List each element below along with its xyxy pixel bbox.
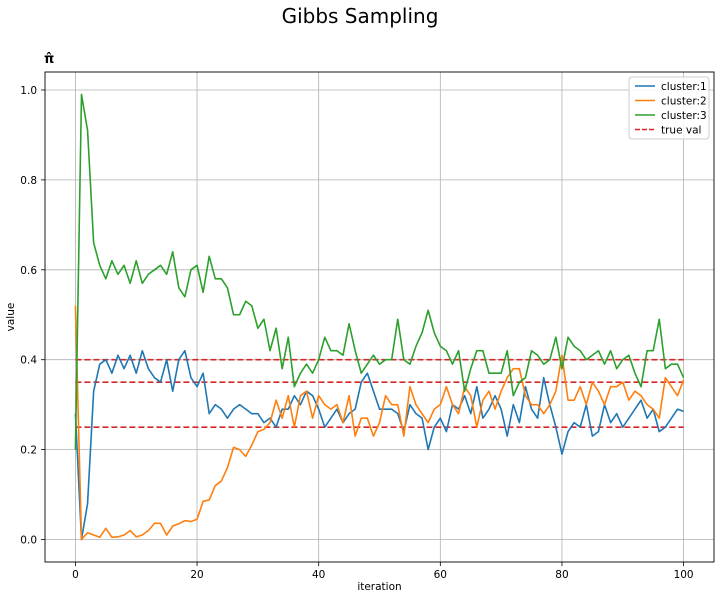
legend-label: cluster:3	[661, 110, 707, 122]
axes-title: π̂	[44, 52, 55, 67]
legend: cluster:1 cluster:2 cluster:3 true val	[628, 76, 710, 140]
x-tick-label: 0	[72, 569, 79, 581]
series-line-cluster-1	[74, 349, 684, 541]
y-tick-label: 0.6	[20, 265, 37, 277]
y-tick-label: 0.8	[20, 175, 37, 187]
y-tick-label: 0.2	[20, 445, 37, 457]
series-line-cluster-2	[74, 305, 685, 541]
x-axis-label: iteration	[357, 581, 401, 593]
y-tick-label: 1.0	[20, 85, 37, 97]
legend-box	[628, 76, 710, 140]
y-tick-label: 0.0	[20, 535, 37, 547]
x-tick-label: 60	[434, 569, 447, 581]
legend-label: cluster:2	[661, 96, 707, 108]
figure-suptitle: Gibbs Sampling	[281, 4, 439, 28]
plot-frame	[44, 71, 715, 563]
x-tick-label: 100	[674, 569, 694, 581]
y-tick-label: 0.4	[20, 355, 37, 367]
legend-label: cluster:1	[661, 81, 707, 93]
x-tick-label: 40	[312, 569, 325, 581]
y-axis-label: value	[5, 303, 17, 332]
x-tick-label: 20	[190, 569, 203, 581]
x-tick-label: 80	[555, 569, 568, 581]
series-line-cluster-3	[74, 93, 685, 450]
legend-label: true val	[661, 125, 701, 137]
